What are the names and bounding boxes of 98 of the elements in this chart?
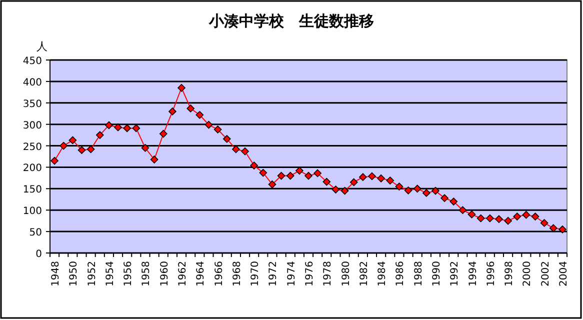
x-tick-label: 1974 (286, 261, 298, 286)
y-tick-label: 250 (22, 142, 42, 153)
x-tick-label: 1962 (178, 261, 189, 286)
point (68, 136, 77, 144)
y-tick-label: 450 (22, 56, 42, 67)
chart-title: 小湊中学校 生徒数推移 (208, 12, 374, 30)
point (322, 178, 331, 186)
point (286, 172, 294, 180)
point (486, 214, 494, 222)
x-tick-label: 1982 (358, 261, 370, 286)
x-tick-label: 2004 (558, 261, 570, 286)
point (268, 180, 276, 188)
point (204, 120, 213, 129)
point (395, 182, 404, 190)
point (178, 84, 186, 92)
x-tick-label: 1966 (214, 261, 225, 286)
point (159, 130, 168, 138)
point (404, 186, 412, 194)
x-tick-label: 1956 (123, 261, 134, 286)
x-tick-label: 1970 (250, 261, 262, 286)
point (96, 131, 104, 139)
point (450, 198, 458, 206)
y-tick-label: 400 (22, 77, 42, 88)
point (458, 206, 467, 214)
point (368, 172, 376, 180)
point (359, 173, 367, 181)
point (513, 212, 522, 220)
x-tick-label: 1998 (504, 261, 516, 286)
point (422, 189, 430, 197)
x-tick-label: 1988 (413, 261, 424, 286)
point (60, 142, 68, 150)
x-tick-label: 1958 (141, 261, 152, 286)
x-tick-label: 1952 (86, 261, 98, 286)
y-tick-label: 150 (22, 184, 42, 196)
point (241, 147, 249, 156)
point (277, 172, 286, 180)
point (413, 184, 422, 193)
point (340, 186, 349, 195)
point (558, 226, 566, 234)
point (386, 176, 394, 184)
x-tick-label: 1948 (50, 261, 62, 286)
y-tick-label: 300 (22, 120, 42, 132)
x-tick-label: 1964 (196, 261, 207, 286)
point (232, 145, 240, 154)
point (196, 111, 204, 119)
y-tick-label: 350 (22, 98, 42, 110)
point (86, 145, 95, 154)
point (440, 194, 448, 202)
x-tick-label: 1984 (377, 261, 388, 286)
x-tick-label: 1992 (450, 261, 461, 286)
point (150, 156, 158, 164)
x-tick-label: 2002 (540, 261, 552, 286)
point (214, 126, 222, 134)
x-tick-label: 1980 (340, 261, 352, 286)
x-tick-label: 1972 (268, 261, 280, 286)
point (495, 215, 503, 224)
x-tick-label: 1954 (104, 261, 116, 286)
point (522, 210, 530, 219)
point (50, 156, 58, 165)
point (540, 219, 548, 227)
point (468, 210, 476, 218)
x-tick-label: 1986 (395, 261, 406, 286)
x-tick-label: 2000 (522, 261, 534, 286)
point (168, 108, 176, 116)
point (250, 162, 258, 170)
x-tick-label: 1960 (159, 261, 170, 286)
x-tick-label: 1950 (68, 261, 80, 286)
point (114, 123, 122, 132)
point (141, 144, 150, 152)
x-tick-label: 1994 (468, 261, 479, 286)
point (549, 224, 558, 232)
point (332, 186, 340, 194)
point (186, 104, 194, 112)
x-tick-label: 1990 (431, 261, 442, 286)
y-axis-title: 人 (36, 40, 48, 53)
point (259, 168, 268, 177)
x-tick-label: 1996 (486, 261, 497, 286)
point (377, 174, 385, 182)
point (78, 146, 86, 154)
point (105, 121, 113, 130)
point (304, 172, 312, 180)
point (432, 186, 440, 195)
point (531, 212, 540, 220)
y-tick-label: 0 (36, 249, 42, 260)
y-tick-label: 50 (29, 228, 42, 239)
y-tick-label: 200 (22, 163, 42, 174)
point (123, 124, 131, 132)
point (222, 135, 231, 143)
point (476, 214, 485, 222)
x-tick-label: 1968 (232, 261, 243, 286)
point (132, 124, 140, 132)
point (314, 169, 322, 178)
x-tick-label: 1978 (322, 261, 334, 286)
point (504, 216, 512, 225)
point (296, 166, 304, 175)
y-tick-label: 100 (22, 206, 42, 218)
point (350, 178, 358, 186)
x-tick-label: 1976 (304, 261, 316, 286)
